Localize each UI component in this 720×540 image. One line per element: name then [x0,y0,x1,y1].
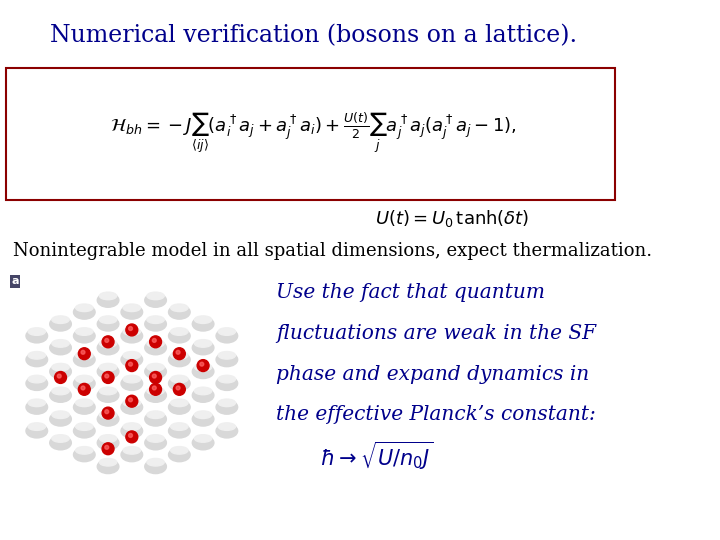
Text: $U(t) = U_0\,\tanh(\delta t)$: $U(t) = U_0\,\tanh(\delta t)$ [374,208,529,229]
FancyBboxPatch shape [6,68,615,200]
Text: the effective Planck’s constant:: the effective Planck’s constant: [276,405,596,424]
Text: phase and expand dynamics in: phase and expand dynamics in [276,364,590,383]
Text: Use the fact that quantum: Use the fact that quantum [276,284,545,302]
Text: Numerical verification (bosons on a lattice).: Numerical verification (bosons on a latt… [50,24,577,48]
Text: Nonintegrable model in all spatial dimensions, expect thermalization.: Nonintegrable model in all spatial dimen… [12,242,652,260]
Text: fluctuations are weak in the SF: fluctuations are weak in the SF [276,324,596,343]
Text: $\hbar \rightarrow \sqrt{U/n_0 J}$: $\hbar \rightarrow \sqrt{U/n_0 J}$ [320,440,433,472]
Text: $\mathcal{H}_{bh} = -J\sum_{\langle ij\rangle}(a_i^\dagger a_j + a_j^\dagger a_i: $\mathcal{H}_{bh} = -J\sum_{\langle ij\r… [110,110,517,154]
Text: a: a [12,276,19,287]
